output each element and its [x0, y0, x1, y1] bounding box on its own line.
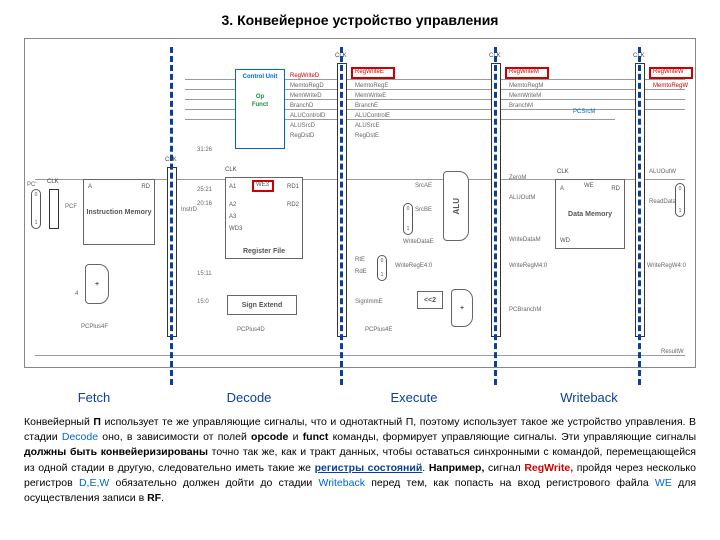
lbl-memtorege: MemtoRegE: [355, 83, 388, 89]
pipeline-diagram: 01 PC' CLK PCF A RD Instruction Memory +…: [24, 38, 696, 368]
lbl-pc: PC': [27, 182, 36, 188]
pc-mux: 01: [31, 189, 41, 229]
lbl-memwritee: MemWriteE: [355, 93, 386, 99]
shift-left-2: <<2: [417, 291, 443, 309]
lbl-pcplus4f: PCPlus4F: [81, 324, 108, 330]
lbl-pcplus4d: PCPlus4D: [237, 327, 265, 333]
clk-dm: CLK: [557, 169, 569, 175]
lbl-writerege: WriteRegE4:0: [395, 263, 432, 269]
lbl-memtoregw: MemtoRegW: [653, 83, 688, 89]
register-file: A1 A2 A3 WD3 RD1 RD2 WE3 Register File: [225, 177, 303, 259]
lbl-memwrited: MemWriteD: [290, 93, 322, 99]
lbl-rde: RdE: [355, 269, 367, 275]
regdst-mux: 01: [377, 255, 387, 281]
alu: ALU: [443, 171, 469, 241]
lbl-zerom: ZeroM: [509, 175, 526, 181]
lbl-srcbe: SrcBE: [415, 207, 432, 213]
memtoreg-mux: 01: [675, 183, 685, 217]
lbl-branchm: BranchM: [509, 103, 533, 109]
clk-pcreg: CLK: [47, 179, 59, 185]
fd-dash: [170, 47, 173, 385]
em-dash: [494, 47, 497, 385]
control-unit: Control Unit Op Funct: [235, 69, 285, 149]
lbl-four: 4: [75, 291, 78, 297]
lbl-2521: 25:21: [197, 187, 212, 193]
lbl-3126: 31:26: [197, 147, 212, 153]
lbl-alucontrole: ALUControlE: [355, 113, 390, 119]
lbl-branchd: BranchD: [290, 103, 313, 109]
lbl-regwritem: RegWriteM: [509, 69, 539, 75]
lbl-pcsrcm: PCSrcM: [573, 109, 595, 115]
lbl-aluoutm: ALUOutM: [509, 195, 535, 201]
lbl-regwritee: RegWriteE: [355, 69, 384, 75]
lbl-memtoregd: MemtoRegD: [290, 83, 324, 89]
page-title: 3. Конвейерное устройство управления: [24, 12, 696, 28]
lbl-signimmE: SignImmE: [355, 299, 383, 305]
alusrc-mux: 01: [403, 203, 413, 235]
instruction-memory: A RD Instruction Memory: [83, 179, 155, 245]
lbl-alusrcd: ALUSrcD: [290, 123, 315, 129]
lbl-regdste: RegDstE: [355, 133, 379, 139]
sign-extend: Sign Extend: [227, 295, 297, 315]
lbl-regwritew: RegWriteW: [653, 69, 684, 75]
lbl-writeregw: WriteRegW4:0: [647, 263, 686, 269]
stage-labels: Fetch Decode Execute Writeback: [24, 390, 696, 405]
de-dash: [340, 47, 343, 385]
lbl-regwrited: RegWriteD: [290, 73, 319, 79]
mw-dash: [638, 47, 641, 385]
branch-adder: +: [451, 289, 473, 327]
lbl-memwritem: MemWriteM: [509, 93, 541, 99]
stage-fetch: Fetch: [24, 390, 164, 405]
clk-rf: CLK: [225, 167, 237, 173]
lbl-pcf: PCF: [65, 204, 77, 210]
lbl-writedatae: WriteDataE: [403, 239, 434, 245]
lbl-branche: BranchE: [355, 103, 378, 109]
lbl-2016: 20:16: [197, 201, 212, 207]
stage-decode: Decode: [164, 390, 334, 405]
lbl-pcplus4e: PCPlus4E: [365, 327, 392, 333]
lbl-alucontrold: ALUControlD: [290, 113, 325, 119]
lbl-writedatam: WriteDataM: [509, 237, 541, 243]
stage-execute: Execute: [334, 390, 494, 405]
pc-reg: [49, 189, 59, 229]
pc-adder: +: [85, 264, 109, 304]
lbl-pcbranchm: PCBranchM: [509, 307, 541, 313]
lbl-regdstd: RegDstD: [290, 133, 314, 139]
lbl-150: 15:0: [197, 299, 209, 305]
lbl-srcae: SrcAE: [415, 183, 432, 189]
lbl-alusrce: ALUSrcE: [355, 123, 380, 129]
lbl-memtoregm: MemtoRegM: [509, 83, 543, 89]
data-memory: A RD WE WD Data Memory: [555, 179, 625, 249]
stage-writeback: Writeback: [494, 390, 684, 405]
lbl-rte: RtE: [355, 257, 365, 263]
lbl-writeregm: WriteRegM4:0: [509, 263, 547, 269]
description-paragraph: Конвейерный П использует те же управляющ…: [24, 415, 696, 506]
lbl-instrd: InstrD: [181, 207, 197, 213]
lbl-resultw: ResultW: [661, 349, 684, 355]
lbl-1511: 15:11: [197, 271, 212, 277]
lbl-aluoutw: ALUOutW: [649, 169, 676, 175]
